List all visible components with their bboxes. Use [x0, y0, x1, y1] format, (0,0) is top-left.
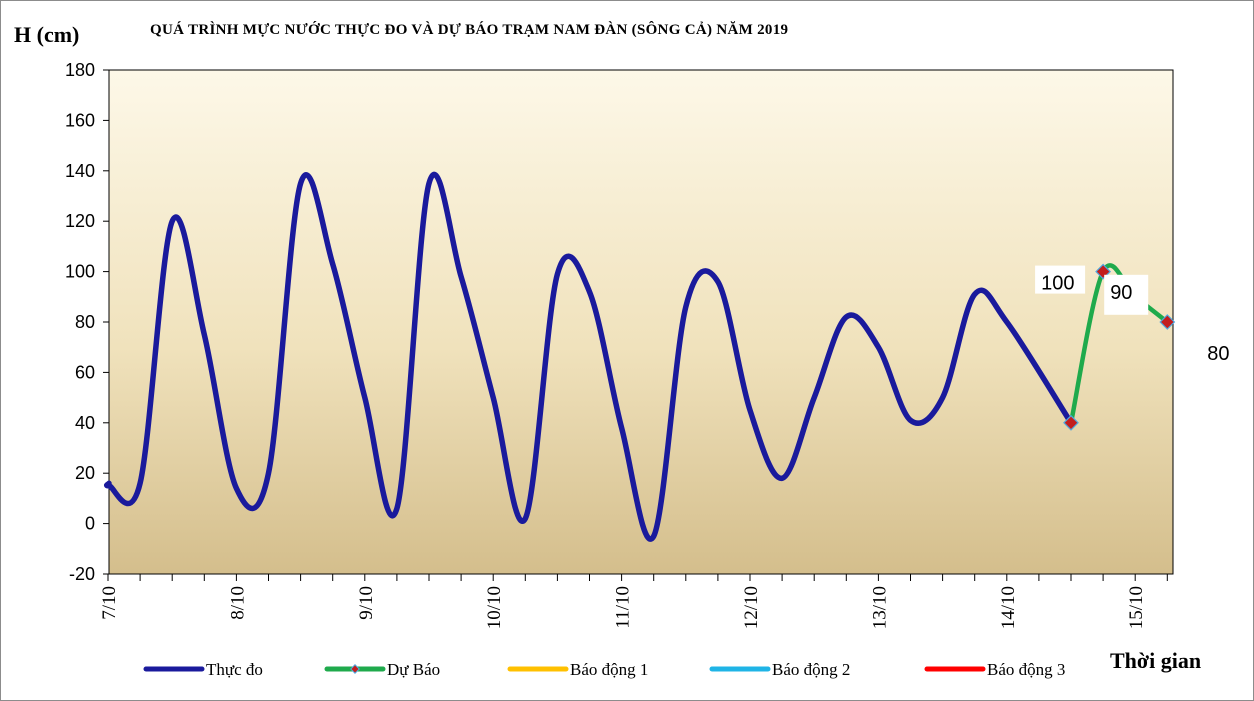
y-tick-label: 60: [75, 362, 95, 382]
y-tick-label: 100: [65, 262, 95, 282]
data-label: 100: [1041, 273, 1074, 295]
x-tick-label: 14/10: [998, 586, 1019, 629]
legend-label-1: Dự Báo: [387, 660, 440, 679]
series-line-0: [103, 171, 1074, 542]
legend-marker: [350, 664, 360, 674]
data-label: 90: [1110, 282, 1132, 304]
y-tick-label: -20: [69, 564, 95, 584]
y-axis-title: H (cm): [14, 22, 80, 47]
x-tick-label: 10/10: [484, 586, 505, 629]
chart-title: QUÁ TRÌNH MỰC NƯỚC THỰC ĐO VÀ DỰ BÁO TRẠ…: [150, 22, 789, 38]
legend-label-3: Báo động 2: [772, 660, 850, 679]
data-label-box: [1035, 265, 1086, 294]
data-label: 80: [1207, 343, 1229, 365]
forecast-marker: [1159, 314, 1176, 330]
x-tick-label: 7/10: [99, 586, 120, 620]
y-tick-label: 180: [65, 60, 95, 80]
x-tick-label: 8/10: [227, 586, 248, 620]
forecast-marker: [1063, 414, 1079, 431]
x-axis-title: Thời gian: [1110, 648, 1202, 673]
x-tick-label: 15/10: [1126, 586, 1147, 629]
x-tick-label: 11/10: [613, 586, 634, 629]
x-tick-label: 9/10: [356, 586, 377, 620]
y-tick-label: 80: [75, 312, 95, 332]
legend-label-0: Thực đo: [206, 660, 263, 679]
y-tick-label: 140: [65, 161, 95, 181]
y-tick-label: 120: [65, 211, 95, 231]
series-line-1: [1068, 263, 1170, 426]
legend-label-2: Báo động 1: [570, 660, 648, 679]
y-tick-label: 40: [75, 413, 95, 433]
plot-background: [108, 69, 1174, 575]
y-tick-label: 160: [65, 110, 95, 130]
y-tick-label: 20: [75, 463, 95, 483]
data-label-box: [1104, 274, 1149, 315]
y-tick-label: 0: [85, 514, 95, 534]
x-tick-label: 13/10: [869, 586, 890, 629]
x-tick-label: 12/10: [741, 586, 762, 629]
legend-label-4: Báo động 3: [987, 660, 1065, 679]
